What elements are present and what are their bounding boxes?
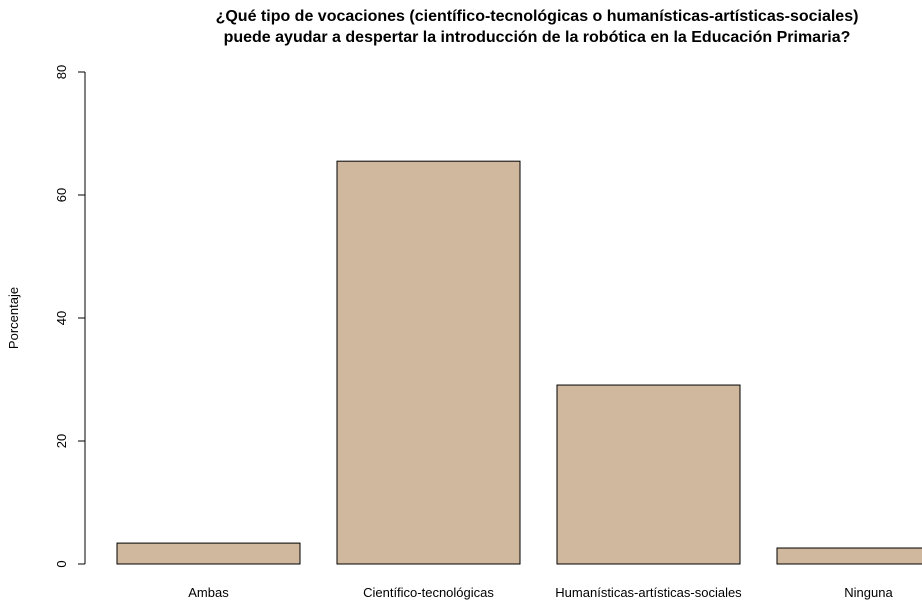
- bar: [556, 384, 741, 565]
- x-tick-label: Humanísticas-artísticas-sociales: [555, 585, 742, 600]
- y-axis-label: Porcentaje: [6, 287, 21, 349]
- bar: [776, 547, 922, 565]
- chart-title: puede ayudar a despertar la introducción…: [224, 29, 851, 46]
- x-tick-label: Científico-tecnológicas: [363, 585, 494, 600]
- x-tick-label: Ambas: [188, 585, 229, 600]
- y-tick-label: 20: [54, 434, 69, 448]
- bar: [336, 160, 521, 565]
- y-tick-label: 0: [54, 560, 69, 567]
- y-tick-label: 80: [54, 65, 69, 79]
- chart-title: ¿Qué tipo de vocaciones (científico-tecn…: [216, 8, 859, 25]
- bar: [116, 542, 301, 565]
- y-tick-label: 60: [54, 188, 69, 202]
- x-tick-label: Ninguna: [844, 585, 893, 600]
- y-tick-label: 40: [54, 311, 69, 325]
